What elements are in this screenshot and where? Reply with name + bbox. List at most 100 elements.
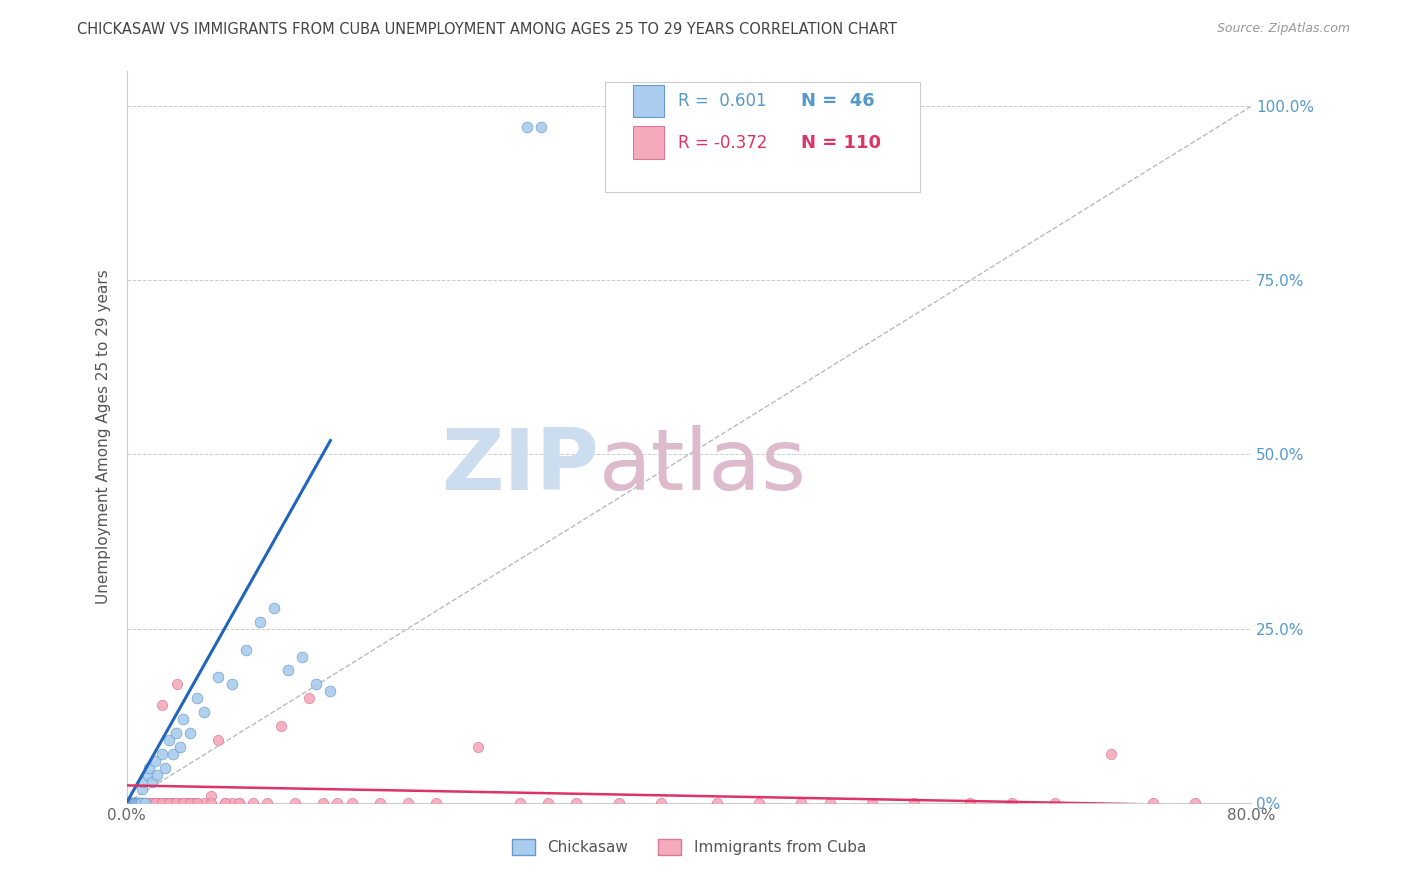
Point	[115, 796, 138, 810]
Point	[150, 796, 173, 810]
Point	[134, 796, 156, 810]
Point	[169, 796, 191, 810]
Point	[131, 781, 153, 796]
Point	[516, 120, 538, 134]
Point	[467, 740, 489, 755]
Point	[143, 754, 166, 768]
Point	[117, 796, 139, 810]
Point	[368, 796, 391, 810]
Point	[179, 796, 201, 810]
Text: N =  46: N = 46	[801, 92, 875, 110]
Point	[396, 796, 419, 810]
Point	[115, 796, 138, 810]
Point	[122, 796, 145, 810]
Point	[186, 796, 208, 810]
Point	[115, 796, 138, 810]
Point	[118, 796, 141, 810]
Point	[200, 796, 222, 810]
Point	[124, 796, 146, 810]
Point	[186, 691, 208, 706]
Point	[790, 796, 813, 810]
Point	[149, 796, 172, 810]
Point	[284, 796, 307, 810]
Point	[249, 615, 271, 629]
Point	[165, 796, 187, 810]
Point	[263, 600, 285, 615]
Point	[120, 796, 142, 810]
Point	[118, 796, 141, 810]
Point	[141, 775, 163, 789]
Point	[115, 796, 138, 810]
FancyBboxPatch shape	[605, 82, 920, 192]
Point	[125, 796, 148, 810]
Point	[235, 642, 257, 657]
Point	[139, 796, 162, 810]
Text: Source: ZipAtlas.com: Source: ZipAtlas.com	[1216, 22, 1350, 36]
Point	[122, 796, 145, 810]
Point	[186, 796, 208, 810]
Point	[124, 796, 146, 810]
Point	[174, 796, 197, 810]
Point	[129, 796, 152, 810]
Point	[134, 796, 156, 810]
Point	[959, 796, 981, 810]
Point	[172, 796, 194, 810]
Point	[122, 796, 145, 810]
Point	[228, 796, 250, 810]
Text: R = -0.372: R = -0.372	[678, 134, 768, 152]
Point	[129, 796, 152, 810]
Point	[115, 796, 138, 810]
Point	[193, 705, 215, 719]
Point	[277, 664, 299, 678]
Text: atlas: atlas	[599, 425, 807, 508]
Point	[143, 796, 166, 810]
Point	[172, 712, 194, 726]
Point	[179, 726, 201, 740]
Point	[537, 796, 560, 810]
Point	[131, 796, 153, 810]
Point	[157, 796, 180, 810]
FancyBboxPatch shape	[633, 126, 664, 159]
Point	[120, 796, 142, 810]
Point	[298, 691, 321, 706]
Point	[122, 796, 145, 810]
Point	[1099, 747, 1122, 761]
Point	[172, 796, 194, 810]
Point	[132, 796, 155, 810]
Point	[509, 796, 531, 810]
Legend: Chickasaw, Immigrants from Cuba: Chickasaw, Immigrants from Cuba	[506, 833, 872, 861]
Point	[121, 796, 143, 810]
Point	[1142, 796, 1164, 810]
Point	[141, 796, 163, 810]
Point	[136, 796, 159, 810]
Point	[207, 733, 229, 747]
Point	[214, 796, 236, 810]
Point	[136, 796, 159, 810]
Point	[903, 796, 925, 810]
Point	[127, 796, 149, 810]
Point	[150, 747, 173, 761]
Point	[228, 796, 250, 810]
Point	[860, 796, 883, 810]
Point	[150, 698, 173, 713]
Point	[129, 796, 152, 810]
Point	[117, 796, 139, 810]
Point	[221, 796, 243, 810]
Point	[132, 796, 155, 810]
Point	[256, 796, 278, 810]
Text: R =  0.601: R = 0.601	[678, 92, 766, 110]
Point	[138, 796, 160, 810]
Point	[141, 796, 163, 810]
Point	[120, 796, 142, 810]
Point	[326, 796, 349, 810]
Point	[193, 796, 215, 810]
Point	[125, 796, 148, 810]
Point	[200, 789, 222, 803]
Point	[125, 796, 148, 810]
Point	[165, 726, 187, 740]
Point	[179, 796, 201, 810]
Point	[127, 796, 149, 810]
Point	[115, 796, 138, 810]
Point	[135, 796, 157, 810]
Point	[129, 796, 152, 810]
